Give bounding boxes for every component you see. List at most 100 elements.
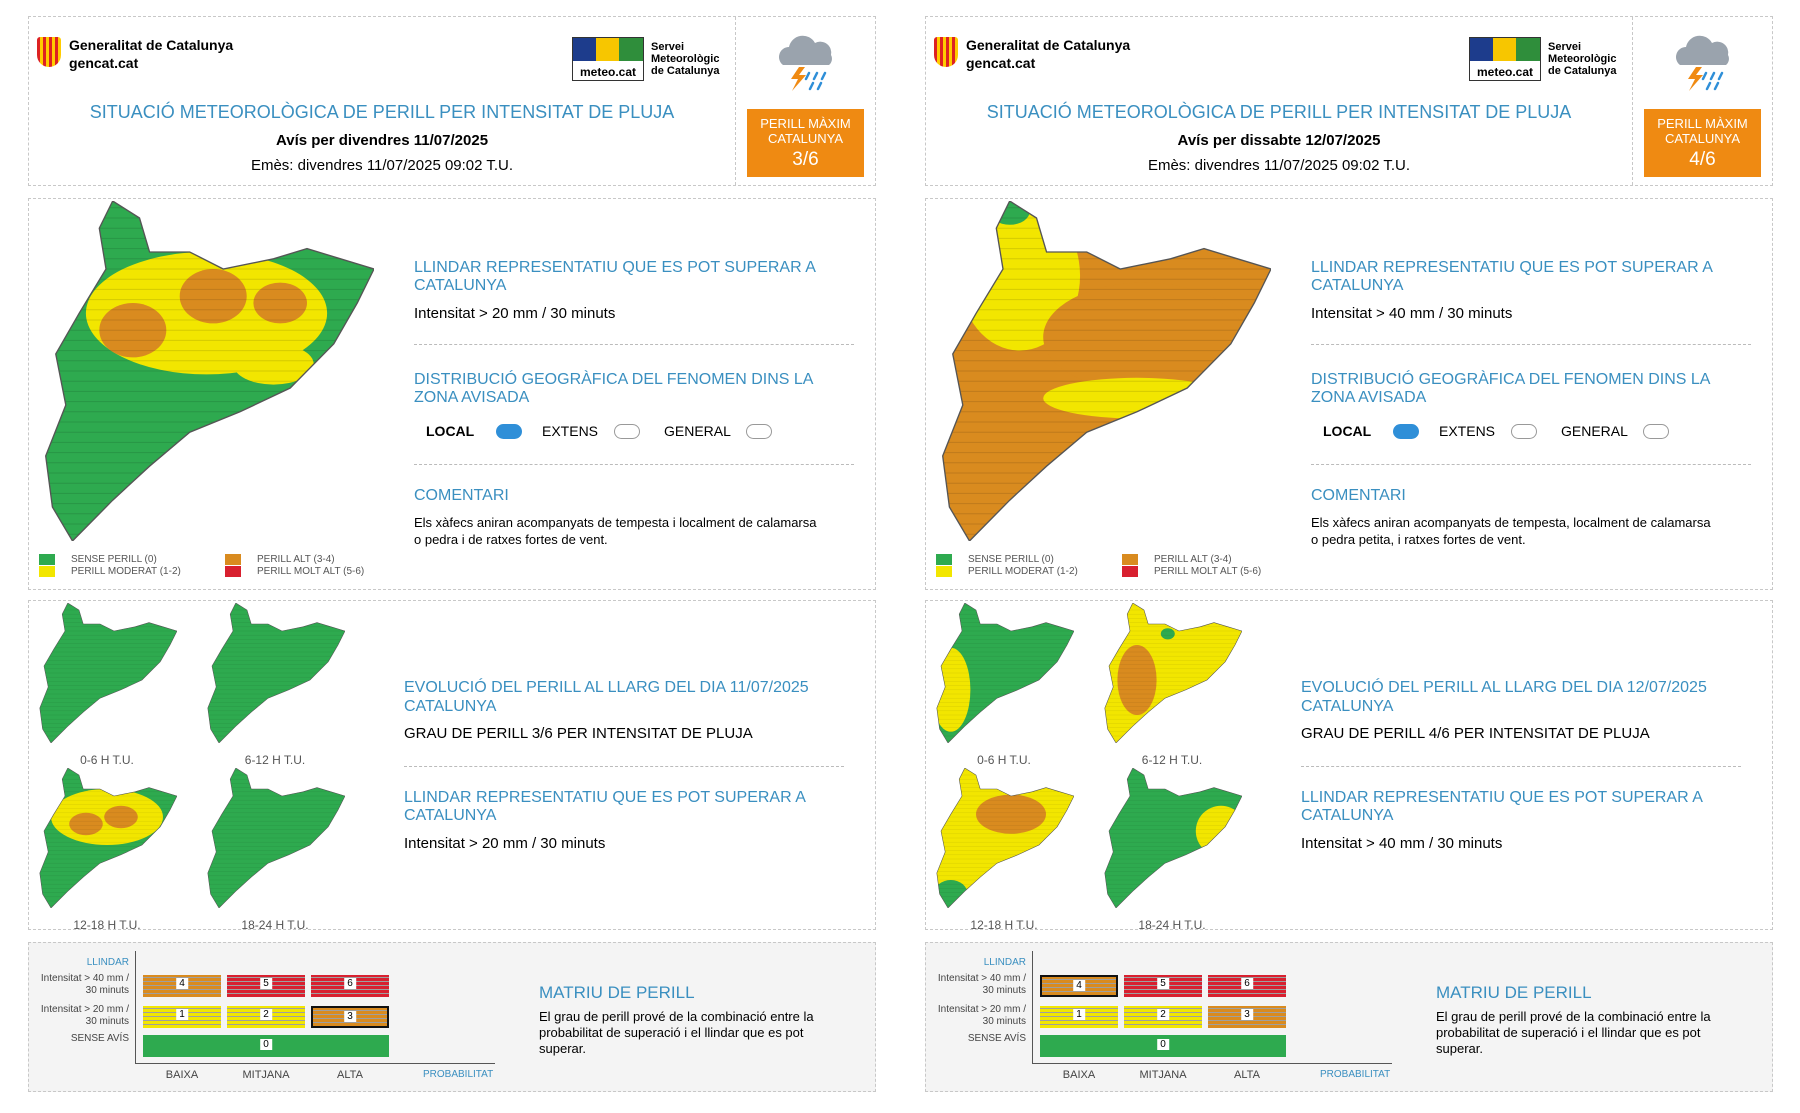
header: Generalitat de Catalunya gencat.cat meteo.… [925, 16, 1773, 186]
zone [1043, 282, 1245, 392]
border [207, 768, 345, 908]
border [1104, 603, 1242, 743]
distribution-option: EXTENS [1439, 423, 1496, 439]
service-name: Servei [651, 41, 685, 53]
legend-label: PERILL ALT (3-4) [1154, 554, 1232, 565]
distribution-option: LOCAL [426, 423, 475, 439]
matrix-cell-value: 4 [176, 978, 188, 989]
period-label: 6-12 H T.U. [244, 753, 306, 767]
period-label: 6-12 H T.U. [1141, 753, 1203, 767]
matrix-cell: 4 [143, 975, 221, 997]
meteo-logo: meteo.cat [1469, 37, 1541, 81]
option-toggle [1393, 424, 1419, 439]
matrix-cell: 2 [227, 1006, 305, 1028]
separator [404, 766, 844, 767]
evolution-level: GRAU DE PERILL 4/6 PER INTENSITAT DE PLU… [1301, 725, 1650, 742]
service-name: de Catalunya [1548, 65, 1617, 77]
map-section: LLINDAR REPRESENTATIU QUE ES POT SUPERAR… [925, 198, 1773, 590]
matrix-cell: 0 [143, 1035, 389, 1057]
matrix-section: LLINDAR Intensitat > 40 mm / 30 minuts Int… [28, 942, 876, 1092]
zone [69, 812, 103, 836]
threshold-title: LLINDAR REPRESENTATIU QUE ES POT SUPERAR… [414, 259, 815, 294]
date-line: Avís per divendres 11/07/2025 [275, 132, 489, 149]
zone [253, 282, 307, 324]
matrix-row-label: Intensitat > 20 mm / 30 minuts [40, 1004, 129, 1027]
matrix-cell: 1 [143, 1006, 221, 1028]
matrix-cell: 6 [311, 975, 389, 997]
border [39, 768, 177, 908]
legend-label: SENSE PERILL (0) [968, 554, 1054, 565]
distribution-option: LOCAL [1323, 423, 1372, 439]
matrix-cell: 3 [311, 1006, 389, 1028]
evolution-title: EVOLUCIÓ DEL PERILL AL LLARG DEL DIA 12/… [1301, 679, 1707, 696]
map-zones [39, 603, 177, 743]
drop [1713, 81, 1720, 91]
matrix-row-label: Intensitat > 40 mm / 30 minuts [937, 973, 1026, 996]
matrix-title: MATRIU DE PERILL [1436, 983, 1592, 1002]
divider [735, 17, 736, 185]
period-label: 0-6 H T.U. [977, 753, 1031, 767]
option-toggle [614, 424, 640, 439]
main-map [942, 201, 1271, 541]
matrix-cell: 2 [1124, 1006, 1202, 1028]
max-label: CATALUNYA [767, 131, 844, 146]
zone [99, 303, 167, 358]
matrix-cell-value: 2 [1157, 1009, 1169, 1020]
rain-icon [779, 35, 832, 91]
threshold-title: LLINDAR REPRESENTATIU QUE ES POT SUPERAR… [1311, 259, 1712, 294]
threshold-text: Intensitat > 40 mm / 30 minuts [1311, 305, 1513, 322]
legend-swatch [39, 566, 55, 577]
max-value: 3/6 [792, 149, 819, 170]
matrix-row-label: SENSE AVÍS [967, 1033, 1026, 1044]
period-label: 0-6 H T.U. [80, 753, 134, 767]
period-map [936, 768, 1074, 908]
border [942, 201, 1271, 541]
meteo-logo-text: meteo.cat [1476, 65, 1534, 79]
period-map [936, 603, 1074, 743]
axis-line [135, 1063, 495, 1064]
matrix-row-label: Intensitat > 20 mm / 30 minuts [937, 1004, 1026, 1027]
bolt [791, 67, 806, 91]
matrix-cell-value: 1 [176, 1009, 188, 1020]
border [39, 603, 177, 743]
cloud [779, 35, 832, 65]
header: Generalitat de Catalunya gencat.cat meteo.… [28, 16, 876, 186]
matrix-cell-value: 4 [1073, 980, 1085, 991]
option-toggle [746, 424, 772, 439]
distribution-title: DISTRIBUCIÓ GEOGRÀFICA DEL FENOMEN DINS … [1311, 371, 1710, 406]
matrix-cell: 0 [1040, 1035, 1286, 1057]
matrix-cell: 4 [1040, 975, 1118, 997]
meteo-logo-text: meteo.cat [579, 65, 637, 79]
evolution-level: GRAU DE PERILL 3/6 PER INTENSITAT DE PLU… [404, 725, 753, 742]
evolution-area: CATALUNYA [1301, 698, 1394, 715]
map-zones [1104, 603, 1242, 743]
site: gencat.cat [966, 55, 1036, 71]
matrix-cell: 5 [1124, 975, 1202, 997]
cloud [1676, 35, 1729, 65]
matrix-cell-value: 3 [1241, 1009, 1253, 1020]
matrix-cell-value: 5 [260, 978, 272, 989]
warning-title: SITUACIÓ METEOROLÒGICA DE PERILL PER INT… [986, 102, 1572, 122]
service-name: Meteorològic [651, 53, 720, 65]
org-name: Generalitat de Catalunya [966, 37, 1131, 53]
comment: Els xàfecs aniran acompanyats de tempest… [414, 515, 817, 547]
distribution-option: GENERAL [664, 423, 731, 439]
period-map [39, 768, 177, 908]
legend-label: PERILL MOLT ALT (5-6) [1154, 566, 1262, 577]
evolution-threshold-text: Intensitat > 20 mm / 30 minuts [404, 835, 606, 852]
map-zones [942, 201, 1271, 541]
separator [1301, 766, 1741, 767]
max-level: PERILL MÀXIM CATALUNYA 3/6 [747, 109, 864, 177]
zone [179, 269, 247, 324]
main-map [45, 201, 374, 541]
matrix-cell-value: 5 [1157, 978, 1169, 989]
axis-line [1032, 1063, 1392, 1064]
map-zones [1104, 768, 1242, 908]
drop [1701, 71, 1708, 81]
evolution-threshold-title: LLINDAR REPRESENTATIU QUE ES POT SUPERAR… [1301, 789, 1702, 824]
matrix-column-label: BAIXA [1062, 1069, 1096, 1081]
warning-title: SITUACIÓ METEOROLÒGICA DE PERILL PER INT… [89, 102, 675, 122]
evolution-threshold-title: LLINDAR REPRESENTATIU QUE ES POT SUPERAR… [404, 789, 805, 824]
map-zones [936, 768, 1074, 908]
drop [1717, 71, 1724, 81]
